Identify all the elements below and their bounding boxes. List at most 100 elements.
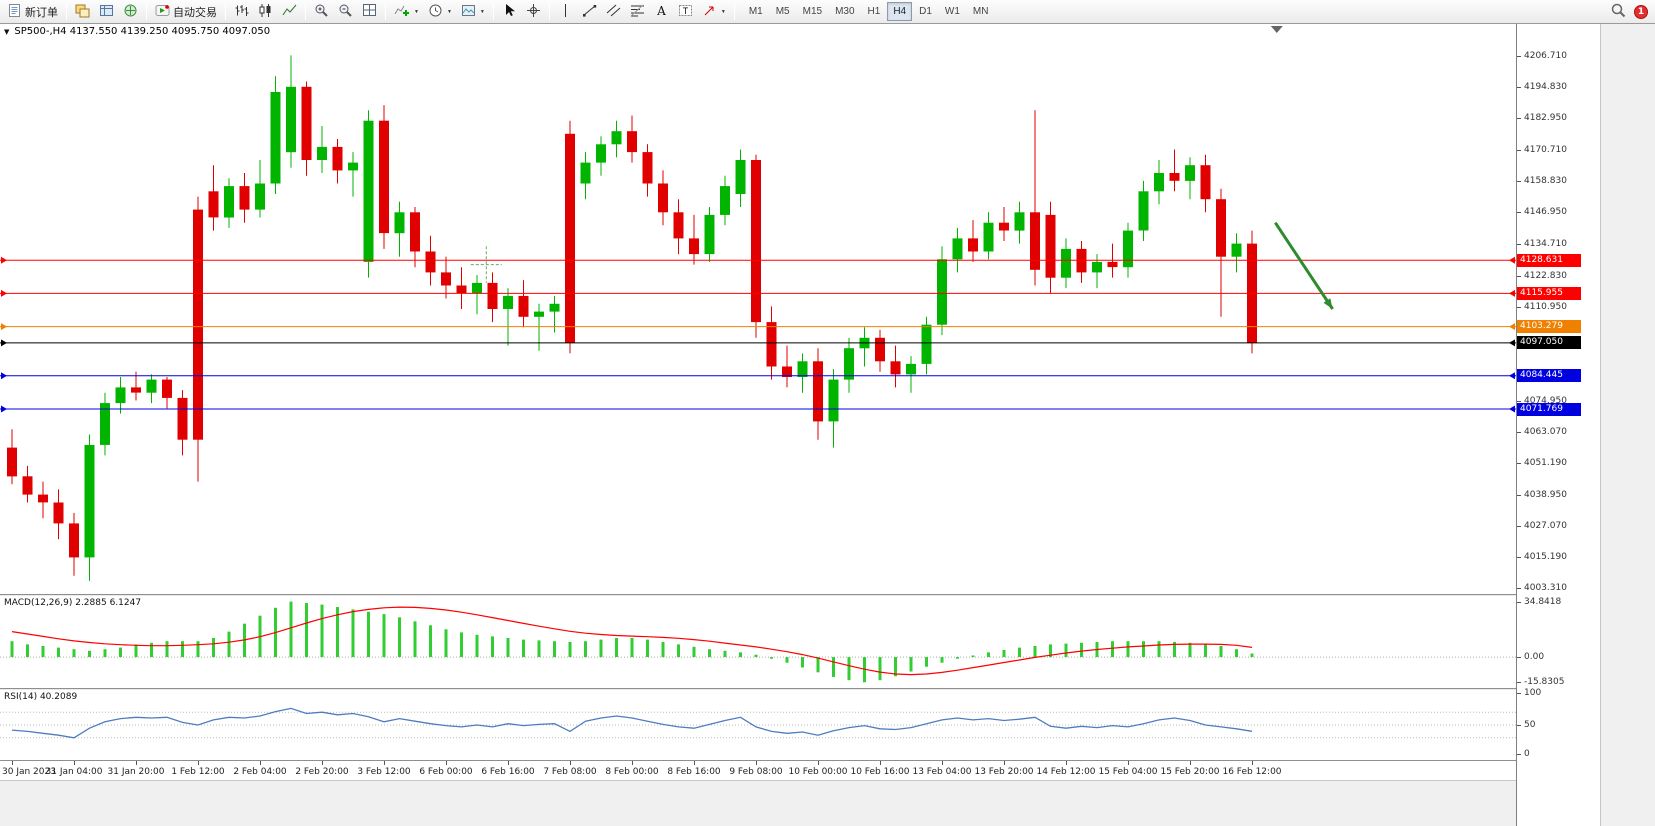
- time-axis-tick: [818, 761, 819, 765]
- text-label-button[interactable]: T: [674, 1, 697, 22]
- text-icon: A: [654, 3, 669, 21]
- pane-separator[interactable]: [0, 688, 1516, 690]
- price-axis-tick: [1517, 462, 1521, 464]
- bar-chart-button[interactable]: [230, 1, 253, 22]
- price-axis[interactable]: 4206.710 4194.830 4182.950 4170.710 4158.830…: [1516, 24, 1600, 826]
- zoom-in-icon: [314, 3, 329, 21]
- line-chart-icon: [282, 3, 297, 21]
- timeframe-D1[interactable]: D1: [913, 2, 938, 21]
- chart-shift-marker[interactable]: [1270, 26, 1283, 33]
- price-tag[interactable]: 4128.631: [1517, 253, 1581, 267]
- price-axis-tick: [1517, 400, 1521, 402]
- tile-windows-button[interactable]: [358, 1, 381, 22]
- data-window-button[interactable]: [95, 1, 118, 22]
- toolbar-separator: [146, 3, 147, 20]
- price-axis-label: 4051.190: [1524, 457, 1567, 468]
- rsi-axis-label: 50: [1524, 720, 1536, 730]
- price-axis-label: 4206.710: [1524, 51, 1567, 62]
- time-axis-label: 31 Jan 04:00: [45, 767, 103, 777]
- search-button[interactable]: [1606, 1, 1630, 22]
- vertical-line-button[interactable]: [554, 1, 577, 22]
- time-axis-label: 16 Feb 12:00: [1222, 767, 1282, 777]
- time-axis[interactable]: 30 Jan 2023 31 Jan 04:00 31 Jan 20:00 1 Feb…: [0, 760, 1516, 780]
- time-axis-tick: [136, 761, 137, 765]
- pane-separator[interactable]: [0, 594, 1516, 596]
- price-axis-tick: [1517, 306, 1521, 308]
- trend-arrow-annotation[interactable]: [1274, 221, 1334, 310]
- price-tag[interactable]: 4103.279: [1517, 320, 1581, 334]
- notification-badge[interactable]: 1: [1634, 4, 1648, 19]
- arrows-button[interactable]: ▼: [698, 1, 730, 22]
- time-axis-tick: [1066, 761, 1067, 765]
- periods-button[interactable]: ▼: [424, 1, 456, 22]
- template-icon: [461, 3, 476, 21]
- timeframe-M30[interactable]: M30: [829, 2, 860, 21]
- time-axis-tick: [1128, 761, 1129, 765]
- rsi-pane[interactable]: RSI(14) 40.2089: [0, 690, 1516, 760]
- vertical-line-icon: [558, 3, 573, 21]
- price-tag[interactable]: 4097.050: [1517, 336, 1581, 350]
- time-axis-label: 8 Feb 16:00: [667, 767, 721, 777]
- navigator-icon: [123, 3, 138, 21]
- trendline-button[interactable]: [578, 1, 601, 22]
- fibonacci-button[interactable]: [626, 1, 649, 22]
- text-label-icon: T: [678, 3, 693, 21]
- timeframe-H4[interactable]: H4: [887, 2, 913, 21]
- time-axis-label: 10 Feb 16:00: [850, 767, 910, 777]
- price-axis-tick: [1517, 494, 1521, 496]
- price-axis-label: 4027.070: [1524, 520, 1567, 531]
- price-tag[interactable]: 4071.769: [1517, 402, 1581, 416]
- timeframe-W1[interactable]: W1: [939, 2, 966, 21]
- price-axis-label: 4110.950: [1524, 301, 1567, 312]
- price-tag[interactable]: 4084.445: [1517, 369, 1581, 383]
- horizontal-level-lines[interactable]: [0, 256, 1516, 413]
- timeframe-M5[interactable]: M5: [770, 2, 796, 21]
- time-axis-tick: [260, 761, 261, 765]
- zoom-in-button[interactable]: [310, 1, 333, 22]
- text-button[interactable]: A: [650, 1, 673, 22]
- toolbar-right-group: 1: [1606, 1, 1652, 22]
- time-axis-label: 31 Jan 20:00: [107, 767, 165, 777]
- equidistant-channel-button[interactable]: [602, 1, 625, 22]
- price-axis-label: 4038.950: [1524, 489, 1567, 500]
- zoom-out-button[interactable]: [334, 1, 357, 22]
- charts-cascade-button[interactable]: [71, 1, 94, 22]
- cursor-button[interactable]: [498, 1, 521, 22]
- price-axis-tick: [1517, 244, 1521, 246]
- price-axis-tick: [1517, 431, 1521, 433]
- indicators-button[interactable]: ▼: [390, 1, 423, 22]
- timeframe-M1[interactable]: M1: [743, 2, 769, 21]
- rsi-label: RSI(14) 40.2089: [4, 692, 78, 702]
- candlestick-chart-button[interactable]: [254, 1, 277, 22]
- timeframe-MN[interactable]: MN: [967, 2, 995, 21]
- auto-trading-button[interactable]: 自动交易: [151, 1, 221, 22]
- price-tag[interactable]: 4115.955: [1517, 286, 1581, 300]
- macd-axis-tick: [1517, 682, 1521, 684]
- time-axis-label: 2 Feb 20:00: [295, 767, 349, 777]
- time-axis-tick: [756, 761, 757, 765]
- navigator-button[interactable]: [119, 1, 142, 22]
- cursor-icon: [502, 3, 517, 21]
- toolbar-separator: [385, 3, 386, 20]
- timeframe-H1[interactable]: H1: [862, 2, 887, 21]
- bottom-filler: [0, 780, 1516, 826]
- price-axis-tick: [1517, 525, 1521, 527]
- svg-text:T: T: [683, 6, 689, 16]
- macd-axis-label: 34.8418: [1524, 596, 1562, 607]
- price-chart-pane[interactable]: ▼ SP500-,H4 4137.550 4139.250 4095.750 4…: [0, 24, 1516, 594]
- macd-axis-tick: [1517, 657, 1521, 659]
- crosshair-icon: [526, 3, 541, 21]
- one-click-trading-toggle[interactable]: ▼: [4, 27, 10, 36]
- price-axis-tick: [1517, 118, 1521, 120]
- new-order-button[interactable]: 新订单: [3, 1, 62, 22]
- crosshair-button[interactable]: [522, 1, 545, 22]
- timeframe-M15[interactable]: M15: [797, 2, 828, 21]
- time-axis-tick: [508, 761, 509, 765]
- price-axis-label: 4194.830: [1524, 82, 1567, 93]
- macd-pane[interactable]: MACD(12,26,9) 2.2885 6.1247: [0, 596, 1516, 688]
- time-axis-tick: [384, 761, 385, 765]
- line-chart-button[interactable]: [278, 1, 301, 22]
- time-axis-tick: [1252, 761, 1253, 765]
- chart-workspace: ▼ SP500-,H4 4137.550 4139.250 4095.750 4…: [0, 24, 1655, 826]
- templates-button[interactable]: ▼: [457, 1, 489, 22]
